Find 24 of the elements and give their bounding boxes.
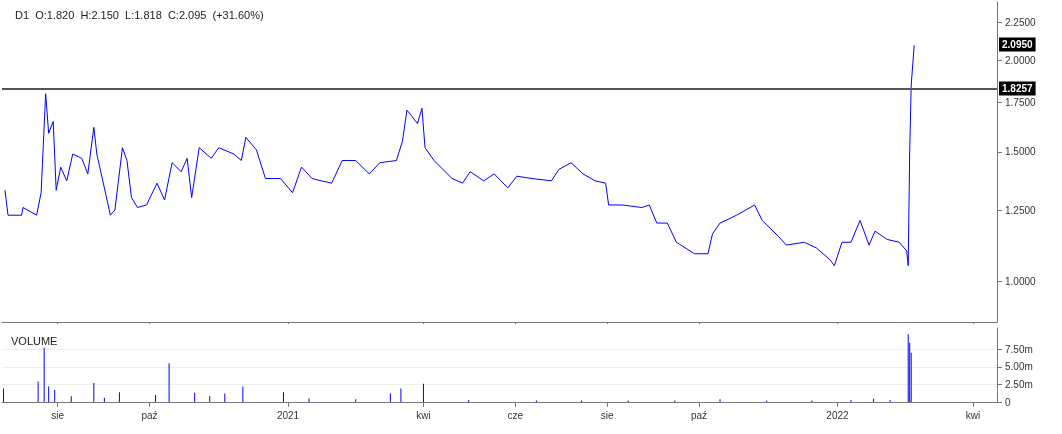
- y-tick-label: 2.0000: [1005, 54, 1037, 66]
- x-tick-label: paź: [690, 409, 708, 421]
- y-tick-label: 5.00m: [1005, 361, 1033, 373]
- annotation: 2.0950: [1002, 39, 1034, 51]
- x-tick-label: 2022: [826, 409, 849, 421]
- y-tick-label: 7.50m: [1005, 343, 1033, 355]
- y-tick-label: 1.7500: [1005, 97, 1037, 109]
- text: D1 O:1.820 H:2.150 L:1.818 C:2.095 (+31.60%): [15, 8, 264, 21]
- ref-line-label: 1.8257: [1002, 82, 1034, 94]
- x-tick-label: paź: [141, 409, 158, 421]
- y-tick-label: 2.50m: [1005, 378, 1033, 390]
- y-tick-label: 1.5000: [1005, 146, 1037, 158]
- x-tick-label: 2021: [276, 409, 300, 421]
- x-tick-label: sie: [51, 409, 65, 421]
- y-tick-label: 1.2500: [1005, 204, 1037, 216]
- y-tick-label: 0: [1005, 396, 1011, 408]
- line-series: [4, 44, 915, 267]
- x-tick-label: cze: [507, 409, 524, 421]
- x-tick-label: sie: [600, 409, 614, 421]
- text: VOLUME: [11, 334, 58, 347]
- x-tick-label: kwi: [965, 409, 981, 421]
- y-tick-label: 1.0000: [1005, 275, 1037, 287]
- y-tick-label: 2.2500: [1005, 17, 1037, 29]
- x-tick-label: kwi: [416, 409, 431, 421]
